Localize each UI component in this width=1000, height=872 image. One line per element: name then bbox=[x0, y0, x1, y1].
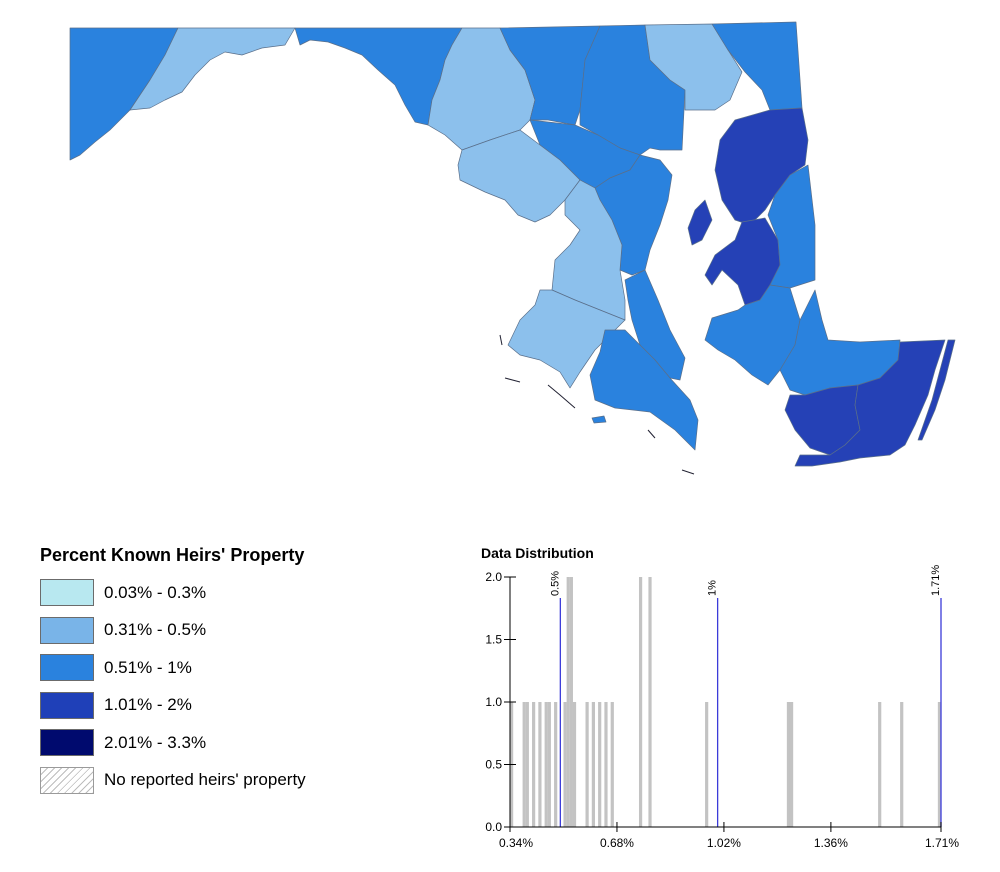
legend-item: 0.31% - 0.5% bbox=[40, 612, 380, 650]
histogram-bar bbox=[900, 702, 904, 827]
histogram-bar bbox=[572, 702, 577, 827]
county-assateague bbox=[917, 339, 956, 441]
legend-title: Percent Known Heirs' Property bbox=[40, 545, 305, 565]
histogram-bar bbox=[598, 702, 602, 827]
histogram-bar bbox=[563, 702, 567, 827]
y-tick-label: 2.0 bbox=[485, 570, 502, 584]
y-tick-label: 1.0 bbox=[485, 695, 502, 709]
county-kent bbox=[714, 107, 809, 226]
legend: Percent Known Heirs' Property 0.03% - 0.… bbox=[40, 545, 380, 799]
legend-item: 2.01% - 3.3% bbox=[40, 724, 380, 762]
histogram-bar bbox=[604, 702, 608, 827]
histogram-bar bbox=[610, 702, 614, 827]
county-calvert bbox=[624, 269, 686, 381]
histogram-bar bbox=[878, 702, 882, 827]
histogram-bar bbox=[547, 702, 551, 827]
county-island bbox=[687, 199, 713, 246]
histogram-bar bbox=[525, 702, 529, 827]
legend-item: 0.03% - 0.3% bbox=[40, 574, 380, 612]
histogram-bar bbox=[532, 702, 536, 827]
chart-title: Data Distribution bbox=[481, 545, 594, 561]
y-tick-label: 0.5 bbox=[485, 758, 502, 772]
legend-label: 0.31% - 0.5% bbox=[104, 620, 207, 640]
legend-label: No reported heirs' property bbox=[104, 770, 306, 790]
histogram-bar bbox=[522, 702, 526, 827]
histogram-bar bbox=[544, 702, 548, 827]
legend-item: 1.01% - 2% bbox=[40, 687, 380, 725]
county-worcester bbox=[794, 339, 946, 467]
histogram-bar bbox=[554, 702, 558, 827]
island-smith bbox=[591, 415, 607, 424]
class-break-lines: 0.5% 1% 1.71% bbox=[549, 565, 942, 827]
data-distribution-chart: Data Distribution 0.5% 1% 1.71% 0.0 0.5 1.0 1… bbox=[481, 545, 959, 850]
shoreline-dashes bbox=[499, 334, 695, 475]
histogram-bar bbox=[566, 577, 570, 827]
histogram-bars bbox=[510, 577, 942, 827]
y-tick-label: 1.5 bbox=[485, 633, 502, 647]
legend-swatch bbox=[40, 654, 94, 682]
county-st-marys bbox=[589, 329, 699, 451]
class-break-label: 1% bbox=[707, 580, 719, 596]
histogram-bar bbox=[591, 702, 595, 827]
legend-swatch bbox=[40, 616, 94, 644]
x-tick-label: 1.71% bbox=[925, 836, 959, 850]
legend-label: 1.01% - 2% bbox=[104, 695, 192, 715]
histogram-bar bbox=[585, 702, 589, 827]
histogram-bar bbox=[538, 702, 542, 827]
county-charles bbox=[507, 289, 626, 389]
x-tick-label: 0.68% bbox=[600, 836, 634, 850]
county-montgomery bbox=[457, 129, 581, 223]
county-talbot bbox=[704, 284, 801, 386]
legend-label: 0.03% - 0.3% bbox=[104, 582, 207, 602]
county-allegany bbox=[129, 27, 296, 111]
x-tick-label: 0.34% bbox=[499, 836, 533, 850]
legend-swatch bbox=[40, 691, 94, 719]
x-tick-label: 1.36% bbox=[814, 836, 848, 850]
legend-item-no-data: No reported heirs' property bbox=[40, 762, 380, 800]
county-cecil bbox=[711, 21, 803, 111]
legend-swatch bbox=[40, 579, 94, 607]
legend-item: 0.51% - 1% bbox=[40, 649, 380, 687]
histogram-bar bbox=[648, 577, 652, 827]
maryland-county-map bbox=[69, 21, 956, 475]
legend-swatch bbox=[40, 729, 94, 757]
class-break-label: 0.5% bbox=[549, 571, 561, 596]
x-tick-label: 1.02% bbox=[707, 836, 741, 850]
y-axis-ticks: 0.0 0.5 1.0 1.5 2.0 bbox=[485, 570, 516, 834]
histogram-bar bbox=[937, 702, 942, 827]
x-axis-ticks: 0.34% 0.68% 1.02% 1.36% 1.71% bbox=[499, 822, 959, 850]
class-break-label: 1.71% bbox=[930, 565, 942, 596]
histogram-bar bbox=[638, 577, 643, 827]
histogram-bar bbox=[789, 702, 794, 827]
y-tick-label: 0.0 bbox=[485, 820, 502, 834]
histogram-bar bbox=[569, 577, 573, 827]
legend-label: 2.01% - 3.3% bbox=[104, 732, 207, 752]
county-anne-arundel bbox=[594, 154, 673, 276]
histogram-bar bbox=[786, 702, 791, 827]
legend-label: 0.51% - 1% bbox=[104, 657, 192, 677]
histogram-bar bbox=[705, 702, 709, 827]
county-shapes bbox=[69, 21, 956, 467]
legend-swatch-hatched bbox=[40, 766, 94, 794]
